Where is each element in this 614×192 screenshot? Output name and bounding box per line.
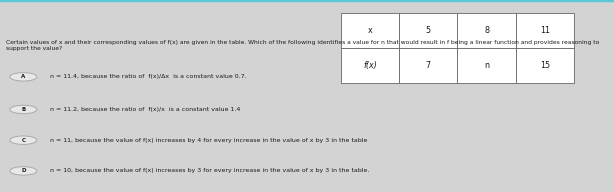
Bar bbox=[457, 13, 516, 48]
Bar bbox=[341, 13, 399, 48]
Bar bbox=[399, 13, 457, 48]
Text: n = 11.4, because the ratio of  f(x)/Δx  is a constant value 0.7.: n = 11.4, because the ratio of f(x)/Δx i… bbox=[50, 74, 247, 79]
Circle shape bbox=[10, 105, 37, 114]
Circle shape bbox=[10, 136, 37, 144]
Text: 15: 15 bbox=[540, 61, 550, 70]
Text: n = 11, because the value of f(x) increases by 4 for every increase in the value: n = 11, because the value of f(x) increa… bbox=[50, 138, 368, 143]
Text: f(x): f(x) bbox=[363, 61, 377, 70]
Text: D: D bbox=[21, 168, 26, 173]
Text: n: n bbox=[484, 61, 489, 70]
Text: 7: 7 bbox=[426, 61, 431, 70]
Text: A: A bbox=[21, 74, 25, 79]
Bar bbox=[341, 48, 399, 83]
Circle shape bbox=[10, 167, 37, 175]
Text: C: C bbox=[21, 138, 25, 143]
Text: 8: 8 bbox=[484, 26, 489, 35]
Text: 5: 5 bbox=[426, 26, 431, 35]
Bar bbox=[457, 48, 516, 83]
Text: n = 10, because the value of f(x) increases by 3 for every increase in the value: n = 10, because the value of f(x) increa… bbox=[50, 168, 370, 173]
Text: x: x bbox=[368, 26, 372, 35]
Text: Certain values of x and their corresponding values of f(x) are given in the tabl: Certain values of x and their correspond… bbox=[6, 40, 599, 51]
Bar bbox=[516, 13, 574, 48]
Circle shape bbox=[10, 73, 37, 81]
Text: n = 11.2, because the ratio of  f(x)/x  is a constant value 1.4: n = 11.2, because the ratio of f(x)/x is… bbox=[50, 107, 241, 112]
Text: B: B bbox=[21, 107, 25, 112]
Text: 11: 11 bbox=[540, 26, 550, 35]
Bar bbox=[399, 48, 457, 83]
Bar bbox=[516, 48, 574, 83]
